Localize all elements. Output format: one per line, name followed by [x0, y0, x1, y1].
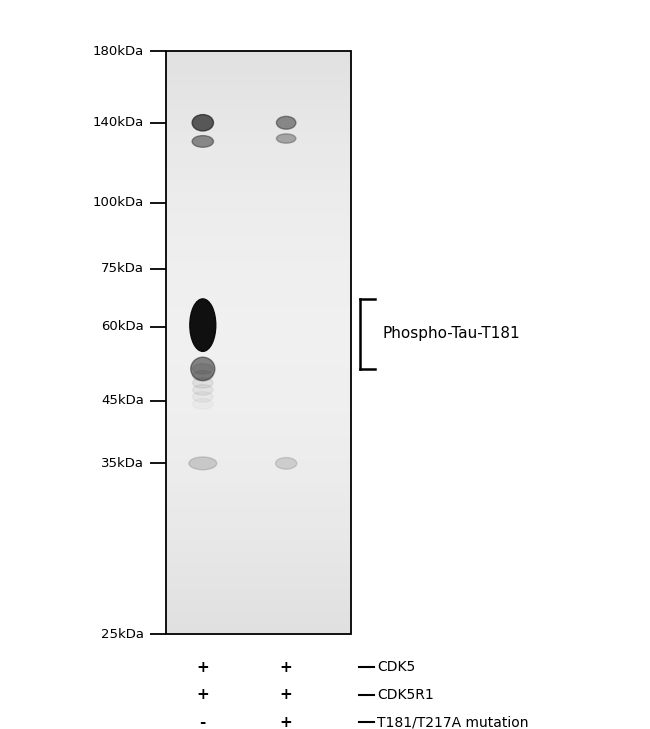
Text: 75kDa: 75kDa	[101, 262, 144, 275]
Bar	[166, 109, 351, 121]
Ellipse shape	[192, 385, 213, 395]
Ellipse shape	[192, 114, 213, 131]
Text: +: +	[280, 715, 292, 729]
Bar	[166, 296, 351, 308]
Bar	[166, 249, 351, 261]
Bar	[166, 389, 351, 401]
Bar	[166, 51, 351, 63]
Bar	[166, 156, 351, 168]
Bar	[166, 319, 351, 331]
Text: CDK5: CDK5	[377, 660, 415, 674]
Bar	[166, 401, 351, 413]
Text: 25kDa: 25kDa	[101, 628, 144, 641]
Bar	[166, 179, 351, 191]
Bar	[166, 518, 351, 529]
Bar	[166, 529, 351, 541]
Ellipse shape	[276, 117, 296, 129]
Bar	[166, 366, 351, 378]
Text: +: +	[196, 687, 209, 702]
Ellipse shape	[192, 370, 213, 381]
Text: 180kDa: 180kDa	[93, 44, 144, 58]
Bar	[166, 494, 351, 506]
Bar	[166, 121, 351, 133]
Bar	[166, 436, 351, 448]
Text: +: +	[280, 687, 292, 702]
Ellipse shape	[276, 134, 296, 143]
Bar	[166, 86, 351, 98]
Bar	[166, 343, 351, 354]
Bar	[166, 98, 351, 109]
Bar	[166, 74, 351, 86]
Bar	[166, 564, 351, 576]
Text: +: +	[196, 660, 209, 674]
Ellipse shape	[189, 457, 216, 469]
Text: 35kDa: 35kDa	[101, 457, 144, 470]
Bar	[166, 133, 351, 144]
Bar	[166, 308, 351, 319]
Bar	[166, 284, 351, 296]
Bar	[166, 226, 351, 238]
Text: 60kDa: 60kDa	[101, 320, 144, 333]
Bar	[166, 354, 351, 366]
Text: +: +	[280, 660, 292, 674]
Bar	[166, 203, 351, 214]
Bar	[166, 576, 351, 588]
Text: -: -	[200, 715, 206, 729]
Bar	[166, 541, 351, 553]
Text: 45kDa: 45kDa	[101, 394, 144, 408]
Bar	[166, 168, 351, 179]
Text: CDK5R1: CDK5R1	[377, 687, 434, 702]
Bar	[166, 51, 351, 634]
Bar	[166, 623, 351, 634]
Ellipse shape	[190, 299, 216, 351]
Bar	[166, 51, 351, 634]
Ellipse shape	[276, 458, 297, 469]
Bar	[166, 413, 351, 424]
Bar	[166, 599, 351, 611]
Bar	[166, 424, 351, 436]
Bar	[166, 63, 351, 74]
Text: 140kDa: 140kDa	[93, 116, 144, 129]
Text: Phospho-Tau-T181: Phospho-Tau-T181	[382, 327, 520, 341]
Ellipse shape	[192, 378, 213, 388]
Bar	[166, 331, 351, 343]
Bar	[166, 553, 351, 564]
Text: T181/T217A mutation: T181/T217A mutation	[377, 715, 528, 729]
Bar	[166, 611, 351, 623]
Ellipse shape	[192, 364, 213, 374]
Bar	[166, 261, 351, 273]
Ellipse shape	[190, 357, 215, 381]
Bar	[166, 588, 351, 599]
Bar	[166, 378, 351, 389]
Ellipse shape	[192, 136, 213, 147]
Bar	[166, 448, 351, 459]
Bar	[166, 144, 351, 156]
Text: 100kDa: 100kDa	[93, 196, 144, 209]
Bar	[166, 238, 351, 249]
Bar	[166, 191, 351, 203]
Bar	[166, 459, 351, 471]
Bar	[166, 273, 351, 284]
Bar	[166, 506, 351, 518]
Bar	[166, 214, 351, 226]
Bar	[166, 483, 351, 494]
Bar	[166, 471, 351, 483]
